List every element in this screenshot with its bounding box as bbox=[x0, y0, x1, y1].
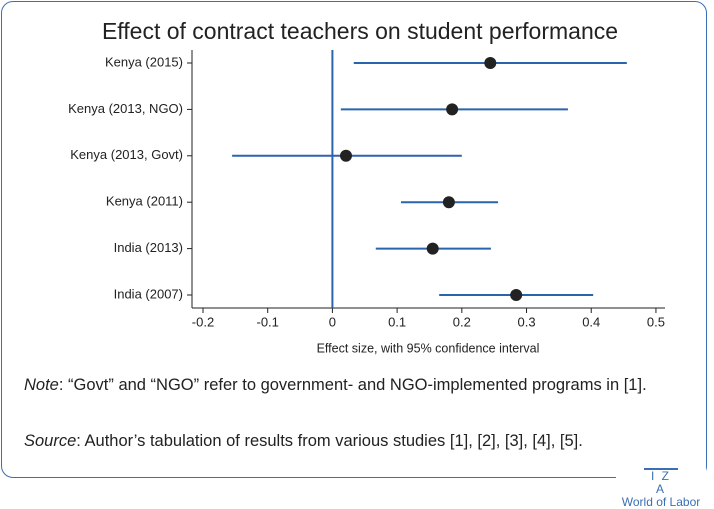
point-estimate bbox=[510, 289, 523, 301]
frame bbox=[1, 1, 707, 478]
x-tick-label: 0.2 bbox=[453, 314, 471, 329]
x-tick-label: -0.1 bbox=[257, 314, 279, 329]
note: Note: “Govt” and “NGO” refer to governme… bbox=[24, 373, 696, 397]
x-tick-label: 0.1 bbox=[388, 314, 406, 329]
y-tick-label: Kenya (2011) bbox=[106, 194, 183, 209]
x-tick-label: 0.5 bbox=[647, 314, 665, 329]
note-label: Note bbox=[24, 376, 59, 394]
x-tick-label: 0 bbox=[329, 314, 336, 329]
point-estimate bbox=[340, 149, 352, 162]
y-tick-label: India (2013) bbox=[114, 240, 183, 255]
x-tick-label: 0.3 bbox=[517, 314, 535, 329]
x-tick-label: 0.4 bbox=[582, 314, 600, 329]
logo-top: I Z A bbox=[644, 468, 678, 496]
source: Source: Author’s tabulation of results f… bbox=[24, 429, 696, 453]
source-text: : Author’s tabulation of results from va… bbox=[76, 432, 583, 450]
note-text: : “Govt” and “NGO” refer to government- … bbox=[58, 376, 647, 394]
y-tick-label: Kenya (2015) bbox=[105, 54, 183, 69]
y-tick-label: Kenya (2013, Govt) bbox=[70, 147, 183, 162]
point-estimate bbox=[484, 57, 497, 69]
x-axis-label: Effect size, with 95% confidence interva… bbox=[317, 341, 540, 355]
source-label: Source bbox=[24, 432, 77, 450]
x-tick-label: -0.2 bbox=[192, 314, 214, 329]
point-estimate bbox=[446, 103, 459, 116]
y-tick-label: Kenya (2013, NGO) bbox=[68, 101, 183, 116]
point-estimate bbox=[426, 242, 439, 255]
chart: Effect of contract teachers on student p… bbox=[68, 18, 665, 355]
logo-bottom: World of Labor bbox=[621, 495, 701, 509]
chart-title: Effect of contract teachers on student p… bbox=[102, 18, 618, 44]
y-tick-label: India (2007) bbox=[114, 286, 183, 301]
point-estimate bbox=[442, 196, 455, 209]
logo: I Z A World of Labor bbox=[616, 468, 706, 509]
